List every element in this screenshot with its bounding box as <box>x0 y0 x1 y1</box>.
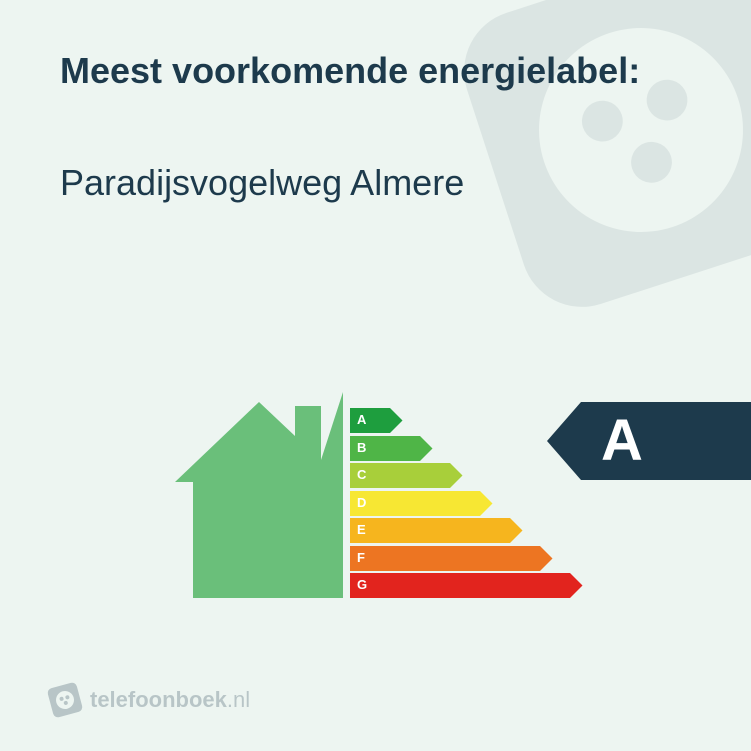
footer-logo-icon <box>47 682 84 719</box>
footer: telefoonboek.nl <box>50 685 250 715</box>
bar-letter: G <box>357 577 367 592</box>
bar-letter: F <box>357 550 365 565</box>
footer-brand: telefoonboek.nl <box>90 687 250 713</box>
bar-shape-icon <box>350 573 583 598</box>
bar-letter: E <box>357 522 366 537</box>
house-icon <box>175 392 343 598</box>
footer-brand-light: .nl <box>227 687 250 712</box>
bar-letter: C <box>357 467 366 482</box>
result-arrow-icon <box>547 402 581 480</box>
footer-brand-bold: telefoonboek <box>90 687 227 712</box>
result-body: A <box>581 402 751 480</box>
card-title: Meest voorkomende energielabel: <box>60 50 691 92</box>
bar-shape-icon <box>350 518 523 543</box>
bar-letter: D <box>357 495 366 510</box>
bar-shape-icon <box>350 546 553 571</box>
bar-letter: B <box>357 440 366 455</box>
result-badge: A <box>547 402 751 480</box>
energy-label-card: Meest voorkomende energielabel: Paradijs… <box>0 0 751 751</box>
card-subtitle: Paradijsvogelweg Almere <box>60 162 691 204</box>
bar-letter: A <box>357 412 366 427</box>
bar-shape-icon <box>350 491 493 516</box>
bar-shape-icon <box>350 463 463 488</box>
result-letter: A <box>601 412 643 470</box>
energy-diagram: ABCDEFG A <box>0 370 751 620</box>
